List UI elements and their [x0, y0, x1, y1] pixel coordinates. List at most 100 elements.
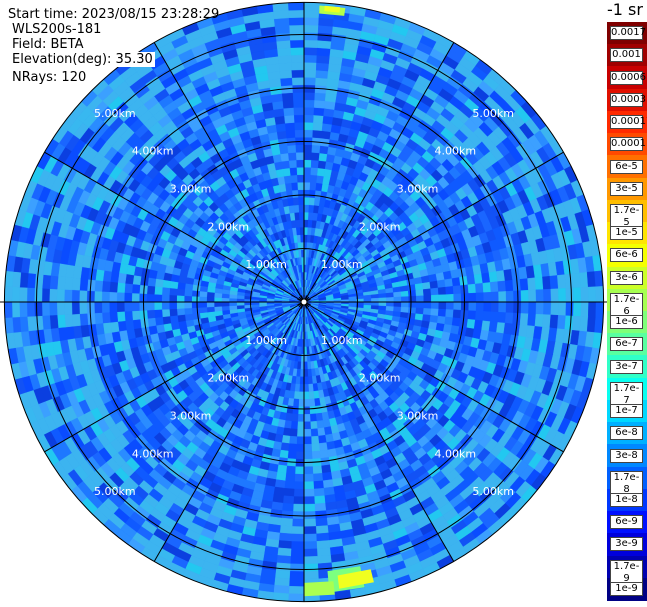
range-gate-cell: [519, 278, 529, 291]
range-gate-cell: [315, 532, 330, 542]
range-gate-cell: [303, 69, 317, 78]
range-gate-cell: [311, 443, 320, 452]
range-gate-cell: [393, 291, 402, 298]
range-gate-cell: [162, 279, 172, 289]
range-gate-cell: [489, 281, 499, 293]
range-gate-cell: [26, 272, 37, 289]
range-gate-cell: [595, 286, 604, 303]
range-gate-cell: [290, 39, 305, 48]
colorbar-tick-label: 1e-9: [610, 581, 643, 596]
range-gate-cell: [437, 308, 447, 318]
range-gate-cell: [290, 548, 305, 557]
range-gate-cell: [191, 307, 200, 314]
range-gate-cell: [183, 301, 193, 309]
range-gate-cell: [303, 174, 311, 183]
range-gate-cell: [56, 301, 65, 316]
range-gate-cell: [303, 488, 315, 497]
range-gate-cell: [184, 307, 193, 315]
range-gate-cell: [378, 293, 387, 299]
range-gate-cell: [213, 297, 222, 303]
range-gate-cell: [319, 449, 329, 459]
range-gate-cell: [306, 361, 312, 370]
range-gate-cell: [408, 307, 417, 314]
range-gate-cell: [475, 282, 484, 294]
range-gate-cell: [318, 152, 328, 162]
range-gate-cell: [11, 301, 21, 318]
range-gate-cell: [587, 301, 597, 318]
range-gate-cell: [313, 487, 325, 497]
range-gate-cell: [489, 311, 499, 323]
range-gate-cell: [296, 166, 305, 176]
range-gate-cell: [303, 369, 309, 378]
range-gate-cell: [445, 286, 454, 295]
range-gate-cell: [303, 54, 318, 63]
range-gate-cell: [444, 278, 454, 288]
range-ring-label: 5.00km: [94, 485, 136, 498]
range-gate-cell: [289, 428, 298, 437]
range-gate-cell: [309, 406, 316, 415]
range-gate-cell: [273, 10, 290, 20]
range-gate-cell: [292, 406, 299, 415]
range-gate-cell: [313, 480, 324, 490]
range-gate-cell: [101, 291, 110, 303]
start-time-label: Start time: 2023/08/15 23:28:29: [8, 7, 220, 22]
range-gate-cell: [161, 301, 170, 310]
range-gate-cell: [298, 398, 305, 408]
range-gate-cell: [131, 310, 141, 321]
range-gate-cell: [312, 473, 324, 482]
range-gate-cell: [313, 397, 321, 407]
range-gate-cell: [320, 464, 332, 474]
range-gate-cell: [317, 24, 334, 35]
range-gate-cell: [146, 301, 155, 311]
range-gate-cell: [124, 273, 135, 285]
range-gate-cell: [296, 436, 305, 445]
range-gate-cell: [587, 286, 597, 303]
range-gate-cell: [94, 301, 103, 314]
range-gate-cell: [286, 190, 294, 199]
range-gate-cell: [161, 286, 171, 296]
range-gate-cell: [317, 427, 326, 437]
range-gate-cell: [41, 288, 50, 303]
range-gate-cell: [312, 122, 324, 131]
range-ring-label: 5.00km: [94, 107, 136, 120]
range-gate-cell: [303, 211, 309, 220]
range-gate-cell: [313, 495, 326, 505]
colorbar-tick-label: 3e-6: [610, 270, 643, 285]
colorbar-tick-label: 6e-8: [610, 426, 643, 441]
range-gate-cell: [558, 301, 567, 316]
range-gate-cell: [308, 398, 316, 407]
range-gate-cell: [56, 314, 66, 329]
range-gate-cell: [451, 277, 461, 287]
range-gate-cell: [277, 547, 292, 557]
range-gate-cell: [579, 271, 589, 288]
range-gate-cell: [147, 317, 157, 327]
colorbar-tick-label: 0.0017: [610, 26, 646, 41]
range-gate-cell: [303, 2, 320, 11]
range-gate-cell: [422, 281, 431, 290]
range-gate-cell: [169, 308, 178, 317]
colorbar-tick-label: 1e-5: [610, 226, 643, 241]
range-gate-cell: [19, 301, 28, 318]
range-ring-label: 2.00km: [208, 372, 250, 385]
range-gate-cell: [303, 121, 314, 131]
range-gate-cell: [303, 114, 315, 123]
range-gate-cell: [176, 295, 185, 303]
radar-center-marker: [297, 295, 311, 309]
range-gate-cell: [363, 298, 372, 303]
range-gate-cell: [94, 279, 104, 292]
range-gate-cell: [228, 297, 237, 303]
range-gate-cell: [303, 496, 315, 505]
range-gate-cell: [274, 569, 291, 580]
range-gate-cell: [505, 290, 514, 303]
range-gate-cell: [277, 540, 292, 550]
range-gate-cell: [147, 277, 157, 287]
range-gate-cell: [303, 196, 310, 206]
range-gate-cell: [320, 130, 332, 140]
range-gate-cell: [423, 295, 432, 303]
range-gate-cell: [292, 503, 305, 512]
range-gate-cell: [228, 301, 237, 307]
range-gate-cell: [298, 204, 305, 213]
range-gate-cell: [303, 204, 310, 213]
range-gate-cell: [71, 313, 81, 327]
range-gate-cell: [109, 291, 118, 303]
